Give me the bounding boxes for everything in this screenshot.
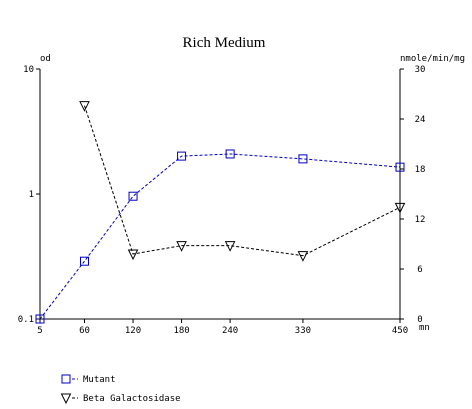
x-axis-label: mn	[419, 323, 430, 333]
legend-marker	[61, 374, 71, 384]
y-axis-label: od	[40, 54, 51, 64]
y2-tick-label: 30	[415, 65, 426, 75]
x-tick-label: 5	[37, 326, 42, 336]
series-line	[39, 153, 401, 320]
data-point	[128, 191, 138, 201]
x-tick-label: 120	[125, 326, 141, 336]
y-tick-label: 1	[29, 190, 34, 200]
data-point	[298, 154, 308, 164]
x-tick-label: 240	[222, 326, 238, 336]
x-tick-label: 60	[79, 326, 90, 336]
data-point	[224, 241, 236, 252]
x-tick-label: 450	[392, 326, 408, 336]
data-point	[225, 149, 235, 159]
data-point	[176, 241, 187, 252]
series-line	[84, 105, 401, 257]
y2-axis-label: nmole/min/mg	[400, 54, 465, 64]
data-point	[79, 101, 90, 112]
chart-title: Rich Medium	[183, 35, 266, 51]
y-tick-label: 10	[23, 65, 34, 75]
x-tick-label: 330	[295, 326, 311, 336]
data-point	[127, 249, 139, 261]
data-point	[35, 314, 45, 324]
y2-tick-label: 24	[415, 115, 426, 125]
y2-tick-label: 0	[417, 315, 422, 325]
data-point	[177, 151, 187, 161]
legend-label: Beta Galactosidase	[83, 394, 181, 404]
y2-tick-label: 18	[415, 165, 426, 175]
legend-label: Mutant	[83, 375, 116, 385]
data-point	[79, 256, 89, 266]
legend-marker	[60, 393, 72, 405]
x-tick-label: 180	[173, 326, 189, 336]
y2-tick-label: 6	[417, 265, 422, 275]
y-tick-label: 0.1	[18, 315, 34, 325]
data-point	[395, 162, 405, 172]
data-point	[394, 202, 406, 214]
y2-tick-label: 12	[415, 215, 426, 225]
data-point	[297, 251, 309, 262]
